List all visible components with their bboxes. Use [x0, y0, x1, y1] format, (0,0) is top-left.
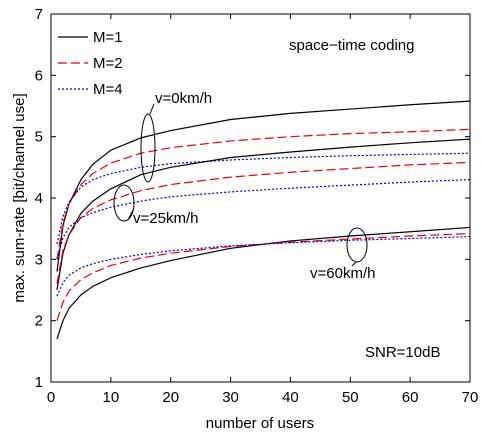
x-axis-label: number of users: [206, 415, 314, 432]
x-tick-label: 30: [222, 389, 239, 406]
series-line-v60kmh-m4: [56, 236, 471, 297]
legend: M=1 M=2 M=4: [58, 29, 123, 98]
leader-v60: [351, 261, 357, 267]
series-line-v60kmh-m2: [56, 232, 471, 321]
y-tick-label: 3: [35, 251, 43, 268]
legend-label-m4: M=4: [93, 81, 123, 98]
series-line-v0kmh-m4: [56, 152, 471, 245]
y-tick-label: 2: [35, 313, 43, 330]
x-tick-label: 0: [47, 389, 55, 406]
y-tick-label: 1: [35, 374, 43, 391]
annotation-snr: SNR=10dB: [365, 344, 440, 361]
legend-label-m2: M=2: [93, 55, 123, 72]
leader-v25: [127, 207, 135, 221]
x-tick-label: 60: [402, 389, 419, 406]
series-line-v25kmh-m2: [56, 161, 471, 284]
x-tick-label: 10: [103, 389, 120, 406]
annotation-v25: v=25km/h: [133, 210, 198, 227]
x-tick-label: 20: [162, 389, 179, 406]
y-tick-label: 6: [35, 67, 43, 84]
ellipse-v60: [346, 227, 368, 263]
legend-label-m1: M=1: [93, 29, 123, 46]
annotation-v0: v=0km/h: [155, 90, 212, 107]
series-layer: [56, 100, 471, 340]
series-line-v25kmh-m1: [56, 138, 471, 291]
plot-area: [50, 13, 471, 383]
series-line-v25kmh-m4: [56, 179, 471, 260]
group-ellipses: [113, 103, 368, 267]
axis-ticks: 0 10 20 30 40 50 60 70 1 2 3 4 5 6 7: [35, 6, 479, 406]
series-line-v60kmh-m1: [56, 226, 471, 340]
x-tick-label: 50: [342, 389, 359, 406]
y-tick-label: 4: [35, 190, 43, 207]
x-tick-label: 40: [282, 389, 299, 406]
y-axis-label: max. sum-rate [bit/channel use]: [11, 93, 28, 302]
ellipse-v0: [140, 113, 156, 183]
x-tick-label: 70: [462, 389, 479, 406]
y-tick-label: 5: [35, 129, 43, 146]
y-tick-label: 7: [35, 6, 43, 23]
leader-v0: [149, 103, 155, 115]
ellipse-v25: [113, 184, 135, 222]
annotation-v60: v=60km/h: [310, 265, 375, 282]
annotation-coding: space−time coding: [289, 37, 415, 54]
